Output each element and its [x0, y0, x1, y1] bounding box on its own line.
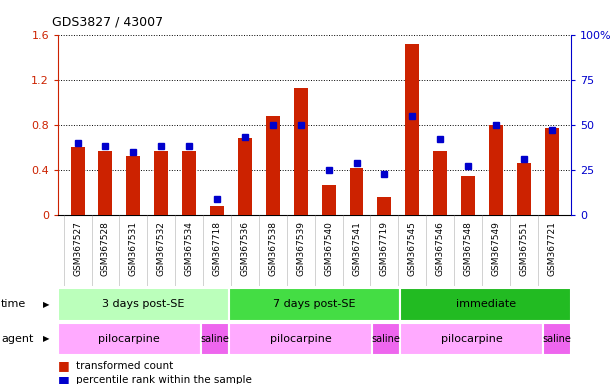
Text: transformed count: transformed count — [76, 361, 174, 371]
Text: GSM367528: GSM367528 — [101, 221, 110, 276]
Bar — [229, 323, 371, 355]
Bar — [294, 88, 308, 215]
Text: ▶: ▶ — [43, 334, 49, 343]
Bar — [321, 185, 335, 215]
Text: ■: ■ — [58, 359, 70, 372]
Text: GDS3827 / 43007: GDS3827 / 43007 — [52, 15, 163, 28]
Text: GSM367545: GSM367545 — [408, 221, 417, 276]
Text: percentile rank within the sample: percentile rank within the sample — [76, 375, 252, 384]
Bar — [98, 151, 112, 215]
Text: GSM367531: GSM367531 — [129, 221, 138, 276]
Bar — [238, 138, 252, 215]
Text: GSM367539: GSM367539 — [296, 221, 306, 276]
Text: GSM367532: GSM367532 — [157, 221, 166, 276]
Bar — [489, 125, 503, 215]
Bar — [545, 128, 558, 215]
Text: ■: ■ — [58, 374, 70, 384]
Text: GSM367540: GSM367540 — [324, 221, 333, 276]
Text: saline: saline — [543, 334, 571, 344]
Text: pilocarpine: pilocarpine — [441, 334, 502, 344]
Bar — [229, 288, 400, 321]
Text: GSM367721: GSM367721 — [547, 221, 556, 276]
Bar — [400, 288, 571, 321]
Bar — [349, 168, 364, 215]
Text: GSM367719: GSM367719 — [380, 221, 389, 276]
Bar — [543, 323, 571, 355]
Bar — [58, 323, 200, 355]
Text: GSM367551: GSM367551 — [519, 221, 529, 276]
Bar — [182, 151, 196, 215]
Text: saline: saline — [371, 334, 400, 344]
Text: time: time — [1, 299, 26, 310]
Text: GSM367541: GSM367541 — [352, 221, 361, 276]
Bar — [71, 147, 84, 215]
Bar — [210, 206, 224, 215]
Text: GSM367549: GSM367549 — [491, 221, 500, 276]
Text: immediate: immediate — [456, 299, 516, 310]
Text: GSM367548: GSM367548 — [464, 221, 472, 276]
Text: GSM367546: GSM367546 — [436, 221, 445, 276]
Bar — [433, 151, 447, 215]
Bar — [461, 175, 475, 215]
Text: pilocarpine: pilocarpine — [269, 334, 331, 344]
Text: GSM367718: GSM367718 — [213, 221, 222, 276]
Bar — [517, 163, 531, 215]
Bar — [200, 323, 229, 355]
Text: saline: saline — [200, 334, 229, 344]
Bar — [126, 156, 141, 215]
Bar — [378, 197, 392, 215]
Bar — [266, 116, 280, 215]
Text: pilocarpine: pilocarpine — [98, 334, 160, 344]
Text: GSM367527: GSM367527 — [73, 221, 82, 276]
Bar — [155, 151, 168, 215]
Text: GSM367534: GSM367534 — [185, 221, 194, 276]
Text: agent: agent — [1, 334, 34, 344]
Bar — [371, 323, 400, 355]
Bar — [400, 323, 543, 355]
Text: ▶: ▶ — [43, 300, 49, 309]
Bar — [58, 288, 229, 321]
Bar — [405, 44, 419, 215]
Text: GSM367536: GSM367536 — [241, 221, 249, 276]
Text: GSM367538: GSM367538 — [268, 221, 277, 276]
Text: 7 days post-SE: 7 days post-SE — [273, 299, 356, 310]
Text: 3 days post-SE: 3 days post-SE — [103, 299, 185, 310]
